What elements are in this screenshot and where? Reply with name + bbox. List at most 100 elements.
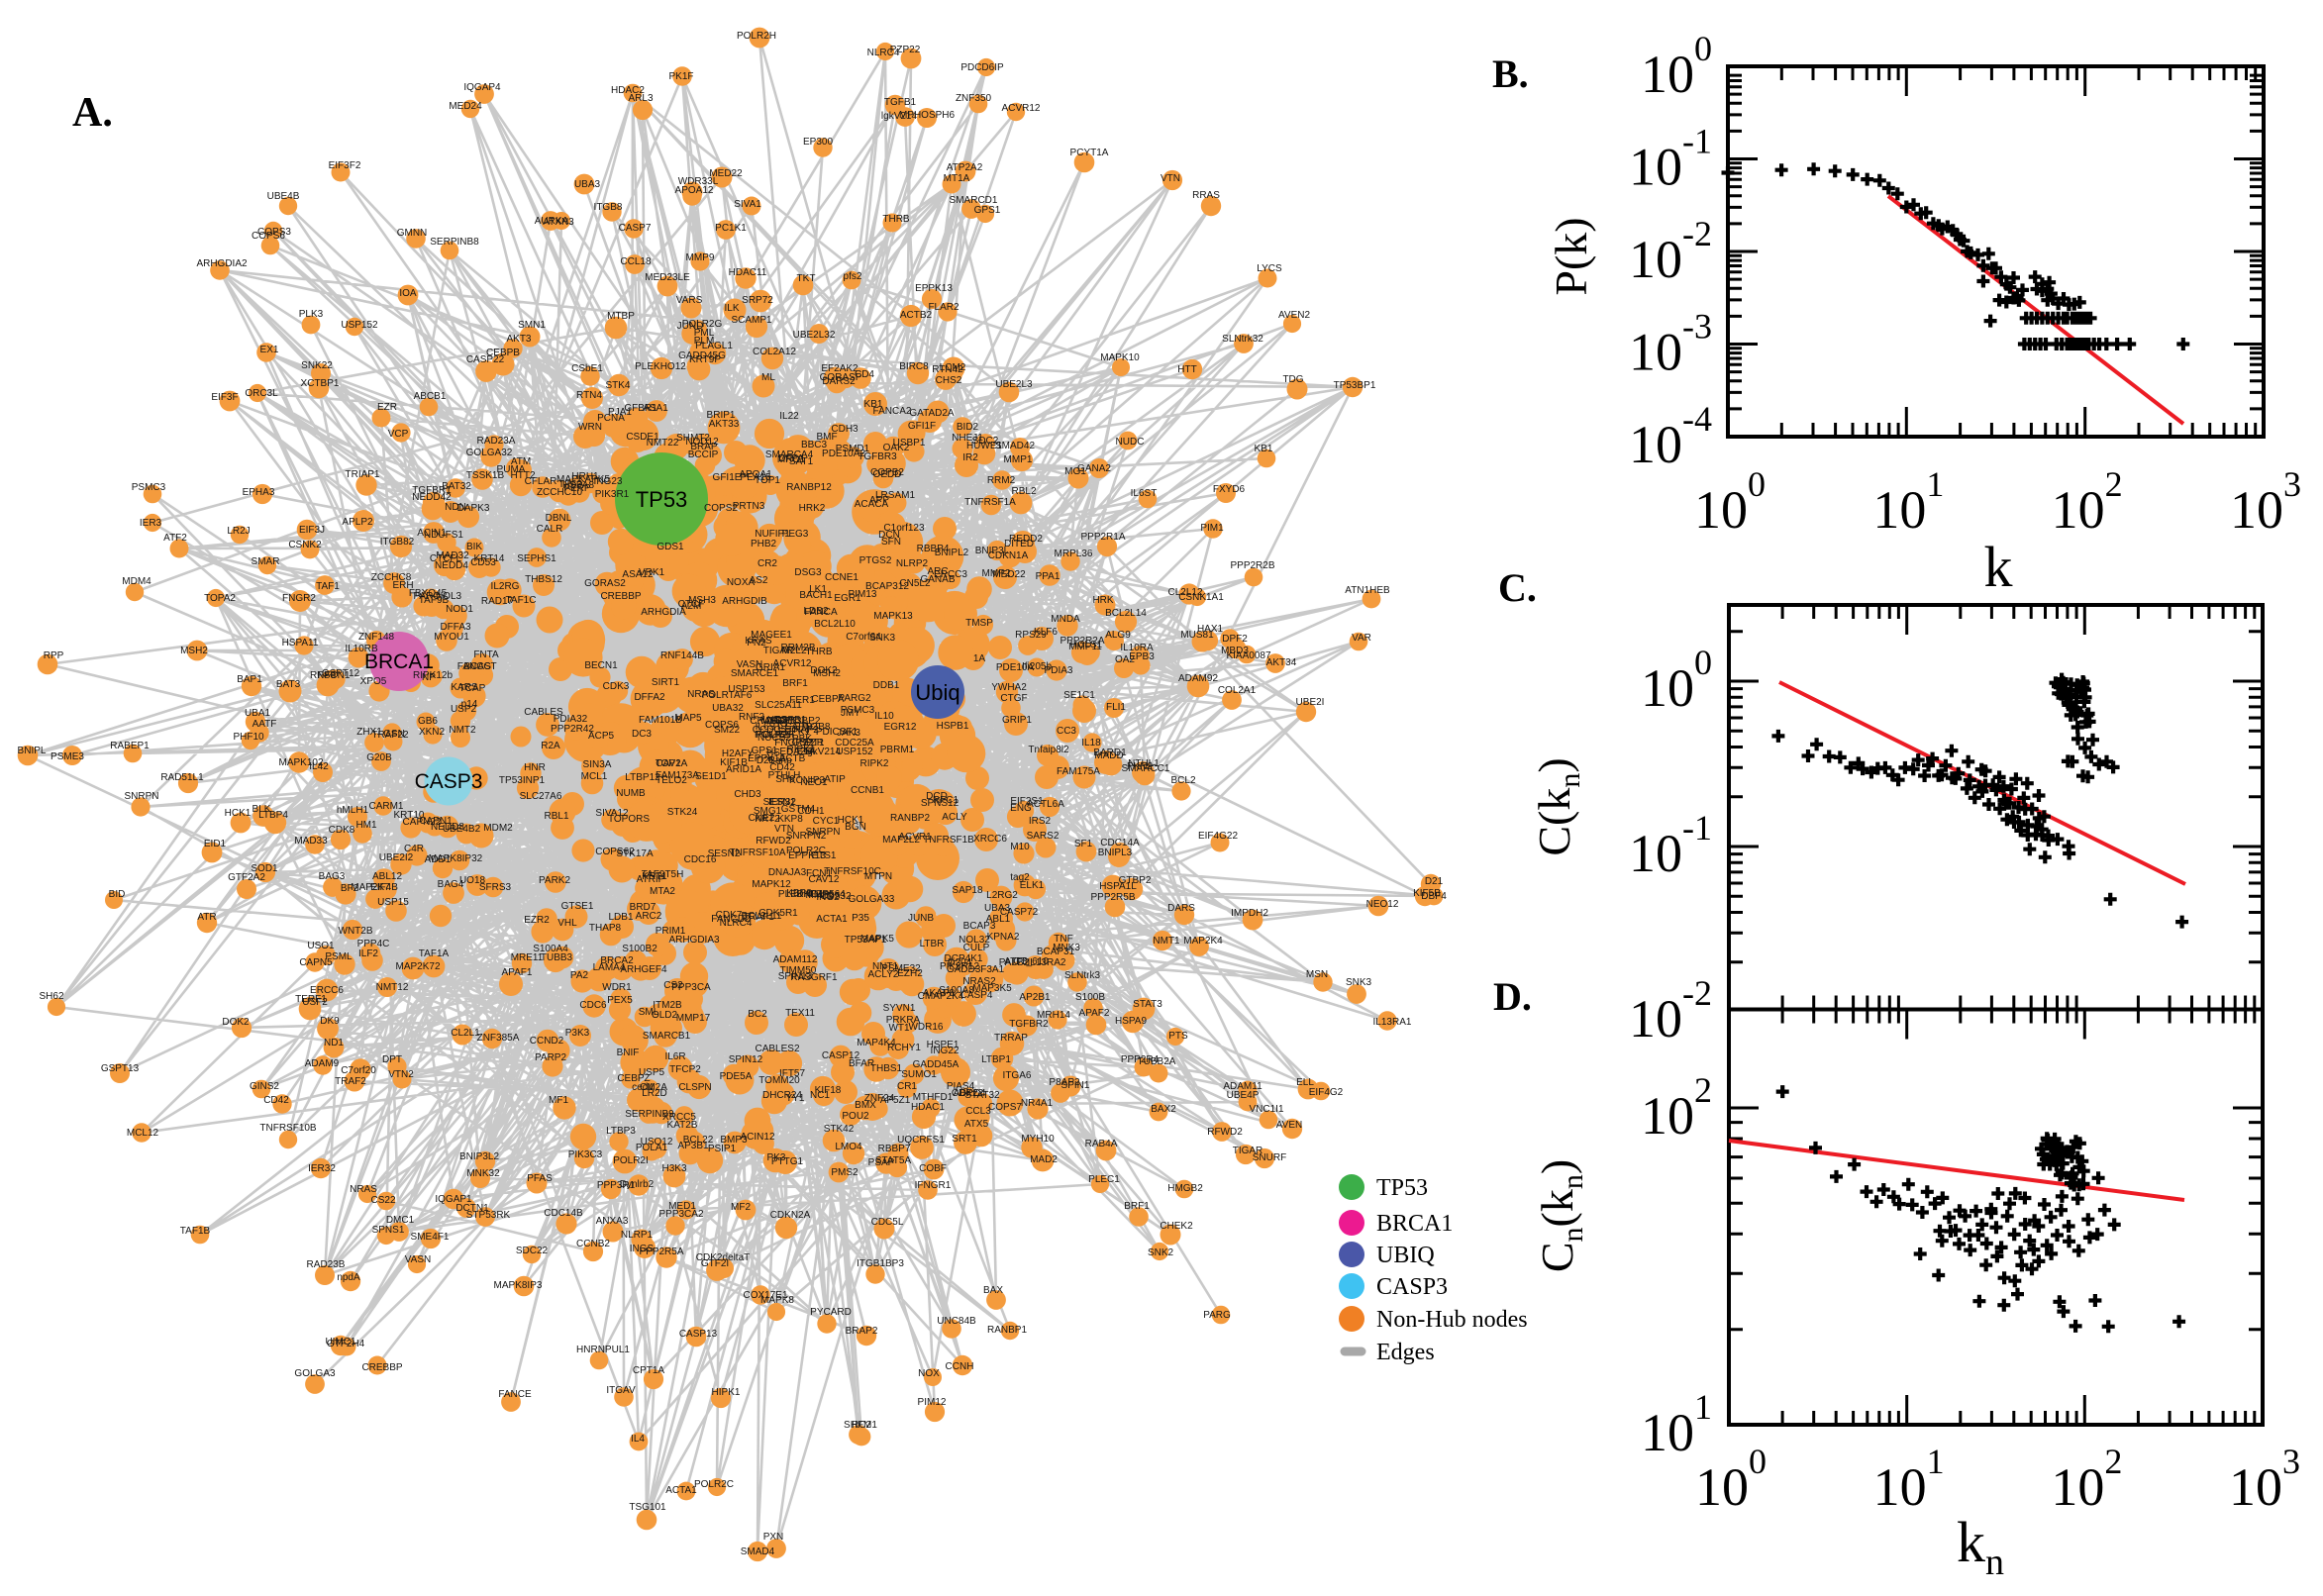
svg-text:OEDD: OEDD <box>873 469 902 480</box>
svg-text:DKFZP564: DKFZP564 <box>796 889 846 900</box>
svg-text:PDICSF1: PDICSF1 <box>816 727 858 738</box>
svg-text:NHEJ1: NHEJ1 <box>952 433 983 444</box>
svg-text:RIPK12b: RIPK12b <box>413 670 453 681</box>
svg-text:BCL2L11: BCL2L11 <box>742 911 782 922</box>
svg-text:IOA: IOA <box>399 288 417 299</box>
svg-text:NLRP2: NLRP2 <box>896 558 929 569</box>
svg-text:MED23LE: MED23LE <box>645 272 690 283</box>
svg-text:KPNA2: KPNA2 <box>987 932 1020 943</box>
svg-text:GRIA1: GRIA1 <box>756 662 785 673</box>
svg-text:RBBP4: RBBP4 <box>917 544 950 554</box>
svg-text:BIK: BIK <box>466 542 482 552</box>
svg-text:NP: NP <box>422 672 436 683</box>
svg-text:ADAM9: ADAM9 <box>305 1058 340 1069</box>
svg-text:ACVR1: ACVR1 <box>898 832 932 843</box>
svg-text:CCNH: CCNH <box>946 1361 974 1372</box>
svg-text:MYOU1: MYOU1 <box>434 632 469 643</box>
svg-text:GTSE1: GTSE1 <box>561 901 594 912</box>
svg-text:KAT2B: KAT2B <box>667 1120 698 1131</box>
svg-text:TMSP: TMSP <box>965 618 993 629</box>
svg-text:TAF1A: TAF1A <box>419 948 450 959</box>
svg-text:BCL2L10: BCL2L10 <box>814 619 856 630</box>
svg-text:IL6R: IL6R <box>664 1051 685 1062</box>
svg-text:GINS2: GINS2 <box>250 1081 279 1092</box>
svg-text:CDK7: CDK7 <box>716 910 743 921</box>
svg-text:TGFBR1: TGFBR1 <box>412 485 452 496</box>
svg-text:ITGB1BP3: ITGB1BP3 <box>857 1258 904 1269</box>
svg-text:JUND: JUND <box>677 321 704 332</box>
svg-text:IL6ST: IL6ST <box>756 722 782 733</box>
svg-text:GRIP1: GRIP1 <box>1002 715 1032 726</box>
svg-text:XKN2: XKN2 <box>419 727 446 738</box>
svg-text:PARG: PARG <box>1203 1310 1231 1321</box>
svg-text:BBC3: BBC3 <box>801 440 828 450</box>
svg-text:PPP3CA: PPP3CA <box>671 982 711 993</box>
svg-text:THBS12: THBS12 <box>525 574 562 585</box>
svg-text:POLR2C: POLR2C <box>694 1479 734 1490</box>
svg-text:FXYD6: FXYD6 <box>1213 484 1246 495</box>
svg-text:H2AFY: H2AFY <box>722 748 755 759</box>
svg-text:HCK1: HCK1 <box>225 808 252 819</box>
svg-text:KIF18: KIF18 <box>815 1085 842 1096</box>
svg-text:ARHGDIA3: ARHGDIA3 <box>668 935 720 946</box>
svg-text:BAG3: BAG3 <box>319 871 346 882</box>
svg-text:CAV12: CAV12 <box>809 874 840 885</box>
svg-text:DAPK3: DAPK3 <box>457 503 490 514</box>
svg-text:PK3: PK3 <box>767 1152 786 1163</box>
svg-text:EIF4G22: EIF4G22 <box>1198 831 1238 842</box>
svg-text:ATP2A2: ATP2A2 <box>947 162 983 173</box>
svg-text:EIF3F: EIF3F <box>211 392 238 403</box>
svg-text:GSPT13: GSPT13 <box>101 1063 140 1074</box>
svg-text:P8AP2: P8AP2 <box>1049 1077 1080 1088</box>
svg-text:USP5: USP5 <box>639 1067 665 1078</box>
svg-text:R2A: R2A <box>541 741 560 751</box>
svg-text:ILF2: ILF2 <box>358 948 378 959</box>
svg-text:SH6: SH6 <box>775 774 795 785</box>
svg-text:LTBP3: LTBP3 <box>606 1126 636 1137</box>
svg-text:WNT2B: WNT2B <box>339 926 373 937</box>
svg-text:hMLH1: hMLH1 <box>337 805 369 816</box>
svg-text:SMN1: SMN1 <box>518 320 546 331</box>
svg-text:ITGB8: ITGB8 <box>594 202 623 213</box>
svg-text:SNRPN: SNRPN <box>805 827 840 838</box>
svg-text:DCD: DCD <box>926 791 948 802</box>
svg-text:TOPB1: TOPB1 <box>774 715 807 726</box>
svg-text:MTA2: MTA2 <box>650 886 675 897</box>
svg-text:HCK1: HCK1 <box>838 815 864 826</box>
svg-text:CCNE1: CCNE1 <box>825 572 858 583</box>
svg-text:BACH1: BACH1 <box>799 590 833 601</box>
svg-text:PRTN3: PRTN3 <box>733 501 765 512</box>
svg-text:ABPC4: ABPC4 <box>954 1088 986 1099</box>
svg-text:APAF2: APAF2 <box>1079 1008 1110 1019</box>
svg-text:AP2B1: AP2B1 <box>1019 992 1051 1003</box>
svg-text:PIK3R1: PIK3R1 <box>595 489 630 500</box>
svg-text:RIPK1: RIPK1 <box>787 745 816 755</box>
svg-text:BCAP312: BCAP312 <box>865 581 909 592</box>
svg-text:RNF8: RNF8 <box>310 670 337 681</box>
svg-text:XCTBP1: XCTBP1 <box>301 378 340 389</box>
svg-text:LTBP12: LTBP12 <box>625 772 660 783</box>
svg-text:DCN: DCN <box>878 530 900 541</box>
svg-text:SMARCB1: SMARCB1 <box>643 1031 691 1042</box>
svg-text:PDCD6IP: PDCD6IP <box>960 62 1004 73</box>
svg-text:POLR2G: POLR2G <box>682 319 723 330</box>
svg-text:HTT: HTT <box>1177 364 1196 375</box>
svg-text:CN5L2: CN5L2 <box>899 578 931 589</box>
svg-text:UBE4B: UBE4B <box>267 191 300 202</box>
svg-text:IER3: IER3 <box>140 518 162 529</box>
svg-text:CD53: CD53 <box>470 557 496 568</box>
svg-text:HDAC2: HDAC2 <box>611 85 645 96</box>
svg-text:M10: M10 <box>1010 842 1030 852</box>
svg-text:UNC84B: UNC84B <box>937 1316 976 1327</box>
svg-text:CHS2: CHS2 <box>936 375 962 386</box>
svg-text:BNIPL: BNIPL <box>18 746 47 756</box>
svg-text:PSMD1: PSMD1 <box>836 444 870 454</box>
svg-text:PDE5A: PDE5A <box>720 1071 753 1082</box>
svg-text:MSN: MSN <box>1306 969 1328 980</box>
svg-text:ANXA3: ANXA3 <box>596 1216 629 1227</box>
svg-text:CYC1: CYC1 <box>813 816 840 827</box>
svg-text:BECN1: BECN1 <box>584 660 618 671</box>
svg-text:BNIP3L: BNIP3L <box>975 546 1010 556</box>
svg-text:OAK2: OAK2 <box>883 443 910 453</box>
svg-text:MAP2K4: MAP2K4 <box>1183 936 1223 947</box>
